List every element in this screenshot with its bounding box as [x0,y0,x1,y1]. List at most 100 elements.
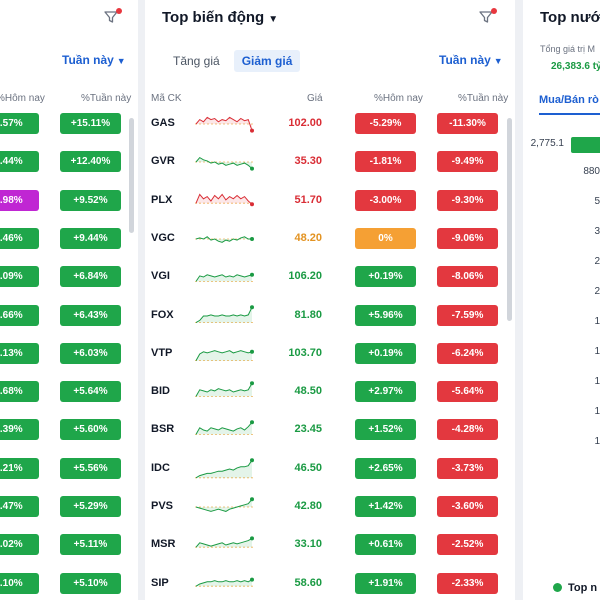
stock-code[interactable]: BSR [151,423,175,436]
stock-code[interactable]: GAS [151,117,175,129]
week-change-badge: +15.11% [60,113,121,134]
stock-code[interactable]: MSR [151,538,176,551]
week-change-badge: -5.64% [437,381,498,403]
sparkline [195,116,255,133]
week-change-badge: +6.43% [60,304,121,326]
price-value: 58.60 [294,576,322,589]
filter-active-dot [491,8,497,14]
stock-code[interactable]: PLX [151,193,173,206]
sparkline-area [196,117,252,131]
sparkline-line [195,116,253,131]
week-change-badge: -3.73% [437,457,498,479]
scrollbar[interactable] [129,118,134,233]
period-select[interactable]: Tuần này ▼ [62,53,126,67]
stock-code[interactable]: VTP [151,346,173,359]
today-change-badge: -3.00% [355,189,416,211]
sparkline [195,457,255,478]
stock-code[interactable]: IDC [151,461,170,474]
sparkline-line [195,193,253,205]
week-change-badge: +9.52% [60,189,121,211]
week-change-badge: +6.84% [60,266,121,288]
week-change-badge: -3.60% [437,496,498,517]
sparkline-area [196,422,252,435]
today-change-badge: +1.91% [355,572,416,594]
today-change-badge: 1.68% [0,381,39,403]
sparkline-line [195,578,253,587]
sparkline [195,497,255,512]
sparkline-end-dot [250,420,254,425]
sparkline-end-dot [250,128,254,133]
today-change-badge: 5.09% [0,266,39,288]
sparkline-area [196,236,252,243]
week-change-badge: +9.44% [60,227,121,249]
sparkline-line [195,349,253,361]
today-change-badge: 6.57% [0,113,39,134]
stock-code[interactable]: VGI [151,270,170,283]
filter-icon[interactable] [478,8,497,27]
legend-dot [553,583,562,592]
sparkline [195,157,255,171]
stock-code[interactable]: GVR [151,155,175,168]
sparkline-area [196,193,252,204]
tab-decrease[interactable]: Giảm giá [233,50,301,72]
sparkline-end-dot [250,349,254,354]
price-value: 48.50 [294,385,322,398]
sparkline-end-dot [250,272,254,277]
sparkline-line [195,236,252,243]
today-change-badge: 2.66% [0,304,39,326]
tab-underline [539,113,600,115]
total-value: 26,383.6 tỷ [551,61,600,72]
filter-active-dot [116,8,122,14]
stock-code[interactable]: BID [151,385,170,398]
col-today-header: %Hôm nay [0,93,45,104]
today-change-badge: -1.81% [355,151,416,173]
today-change-badge: +1.42% [355,496,416,517]
price-value: 102.00 [288,117,322,129]
period-select[interactable]: Tuần này ▼ [439,53,503,67]
sparkline-area [196,274,252,282]
tab-increase[interactable]: Tăng giá [173,54,220,68]
stock-code[interactable]: FOX [151,308,174,321]
week-change-badge: +5.64% [60,381,121,403]
stock-code[interactable]: VGC [151,231,175,244]
top-gainers-panel: Tuần này▼ %Hôm nay %Tuần này 6.57% +15.11… [0,0,138,600]
sparkline [195,420,255,436]
value-label: 1 [594,346,600,357]
week-change-badge: -9.30% [437,189,498,211]
today-change-badge: 0% [355,227,416,249]
price-value: 46.50 [294,461,322,474]
price-direction-tabs: Tăng giá Giảm giá [165,50,301,72]
price-value: 48.20 [294,231,322,244]
stock-code[interactable]: PVS [151,500,174,512]
price-value: 103.70 [288,346,322,359]
week-change-badge: +5.10% [60,572,121,594]
value-label: 2,775.1 [530,138,564,149]
filter-icon[interactable] [103,8,122,27]
tab-buy-sell[interactable]: Mua/Bán rò [539,94,599,106]
today-change-badge: -5.29% [355,113,416,134]
sparkline-line [195,459,253,478]
week-change-badge: +5.29% [60,496,121,517]
top-movers-panel: Top biến động ▼ Tăng giá Giảm giá Tuần nà… [145,0,515,600]
stock-code[interactable]: SIP [151,576,169,589]
total-value-label: Tổng giá trị M [540,44,596,54]
sparkline-area [196,350,252,361]
today-change-badge: 6.46% [0,227,39,249]
week-change-badge: -2.52% [437,534,498,556]
panel-title[interactable]: Top biến động ▼ [162,9,279,26]
week-change-badge: +5.60% [60,419,121,441]
sparkline [195,304,255,323]
price-value: 23.45 [294,423,322,436]
today-change-badge: 5.21% [0,457,39,479]
today-change-badge: 3.47% [0,496,39,517]
panel-title: Top nướ [540,9,600,26]
col-code-header: Mã CK [151,93,182,104]
period-label: Tuần này [62,53,114,67]
today-change-badge: +0.19% [355,342,416,364]
today-change-badge: +5.96% [355,304,416,326]
sparkline-end-dot [250,457,254,462]
sparkline-area [196,157,252,169]
scrollbar[interactable] [507,118,512,321]
value-label: 1 [594,376,600,387]
sparkline-end-dot [250,536,254,541]
